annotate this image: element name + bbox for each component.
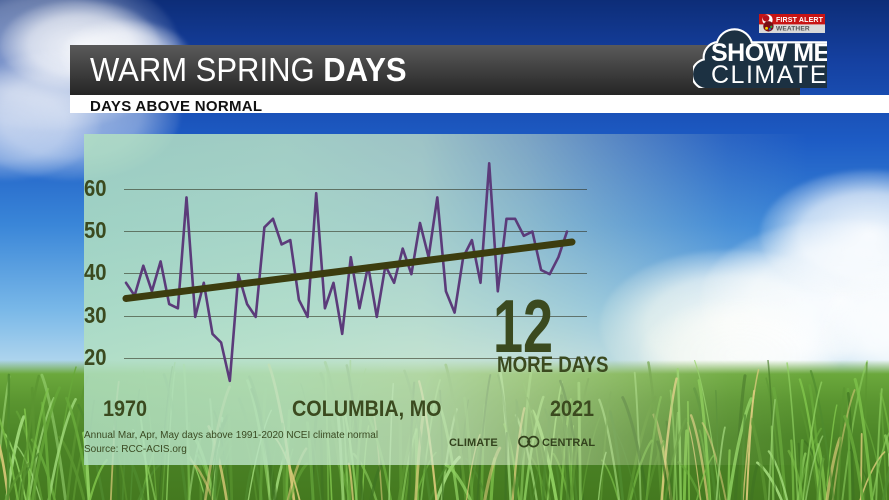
svg-text:CENTRAL: CENTRAL xyxy=(542,437,595,449)
svg-text:CLIMATE: CLIMATE xyxy=(449,437,498,449)
